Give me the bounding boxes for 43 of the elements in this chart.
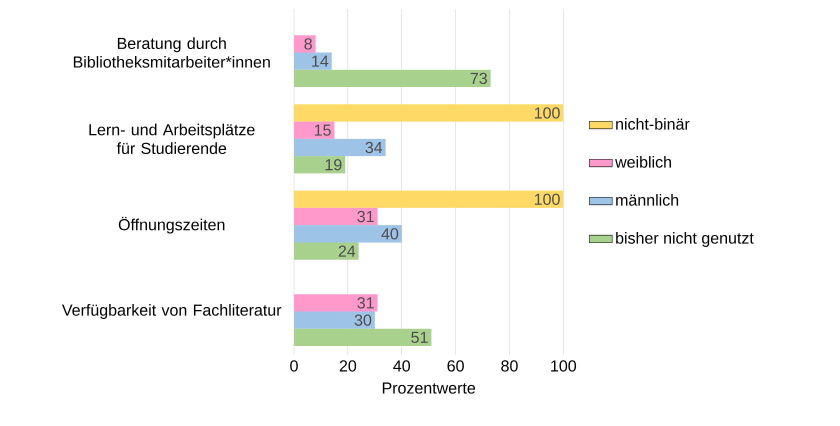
x-tick-label: 80 bbox=[501, 360, 518, 372]
data-label: 30 bbox=[354, 314, 372, 326]
bar bbox=[294, 52, 332, 70]
y-tick-label: Beratung durch Bibliotheksmitarbeiter*innen bbox=[74, 37, 270, 68]
y-tick-label: Lern- und Arbeitsplätze für Studierende bbox=[89, 124, 255, 154]
data-label: 19 bbox=[326, 159, 342, 170]
x-axis-title: Prozentwerte bbox=[382, 382, 476, 394]
x-tick-label: 40 bbox=[393, 360, 410, 372]
data-label: 31 bbox=[357, 297, 374, 309]
y-tick-label: Öffnungszeiten bbox=[118, 216, 224, 234]
bar bbox=[294, 70, 491, 88]
data-label: 31 bbox=[357, 210, 374, 222]
bar bbox=[294, 242, 359, 260]
x-tick-label: 100 bbox=[551, 360, 576, 372]
bar bbox=[294, 104, 564, 122]
bar bbox=[294, 190, 564, 208]
data-label: 8 bbox=[304, 38, 312, 50]
data-label: 100 bbox=[534, 194, 560, 205]
bar bbox=[294, 312, 375, 329]
x-tick-label: 20 bbox=[340, 360, 356, 372]
legend-label: bisher nicht genutzt bbox=[616, 232, 754, 247]
data-label: 100 bbox=[534, 107, 560, 119]
bar bbox=[294, 138, 386, 156]
bar bbox=[294, 208, 378, 226]
bar bbox=[294, 35, 316, 53]
legend-label: männlich bbox=[616, 194, 678, 206]
bar bbox=[294, 225, 402, 242]
bar bbox=[294, 156, 346, 174]
x-tick-label: 0 bbox=[290, 360, 298, 372]
data-label: 51 bbox=[411, 332, 428, 343]
x-tick-label: 60 bbox=[448, 360, 464, 372]
legend-label: weiblich bbox=[615, 156, 671, 168]
y-tick-label: Verfügbarkeit von Fachliteratur bbox=[62, 304, 282, 319]
data-label: 40 bbox=[381, 228, 398, 240]
bar bbox=[294, 122, 334, 139]
bar bbox=[294, 294, 378, 312]
data-label: 15 bbox=[314, 124, 331, 136]
bar bbox=[294, 328, 432, 346]
legend-label: nicht-binär bbox=[616, 118, 690, 130]
data-label: 73 bbox=[470, 72, 487, 84]
data-label: 14 bbox=[312, 56, 328, 67]
data-label: 24 bbox=[338, 245, 356, 257]
data-label: 34 bbox=[365, 142, 382, 154]
